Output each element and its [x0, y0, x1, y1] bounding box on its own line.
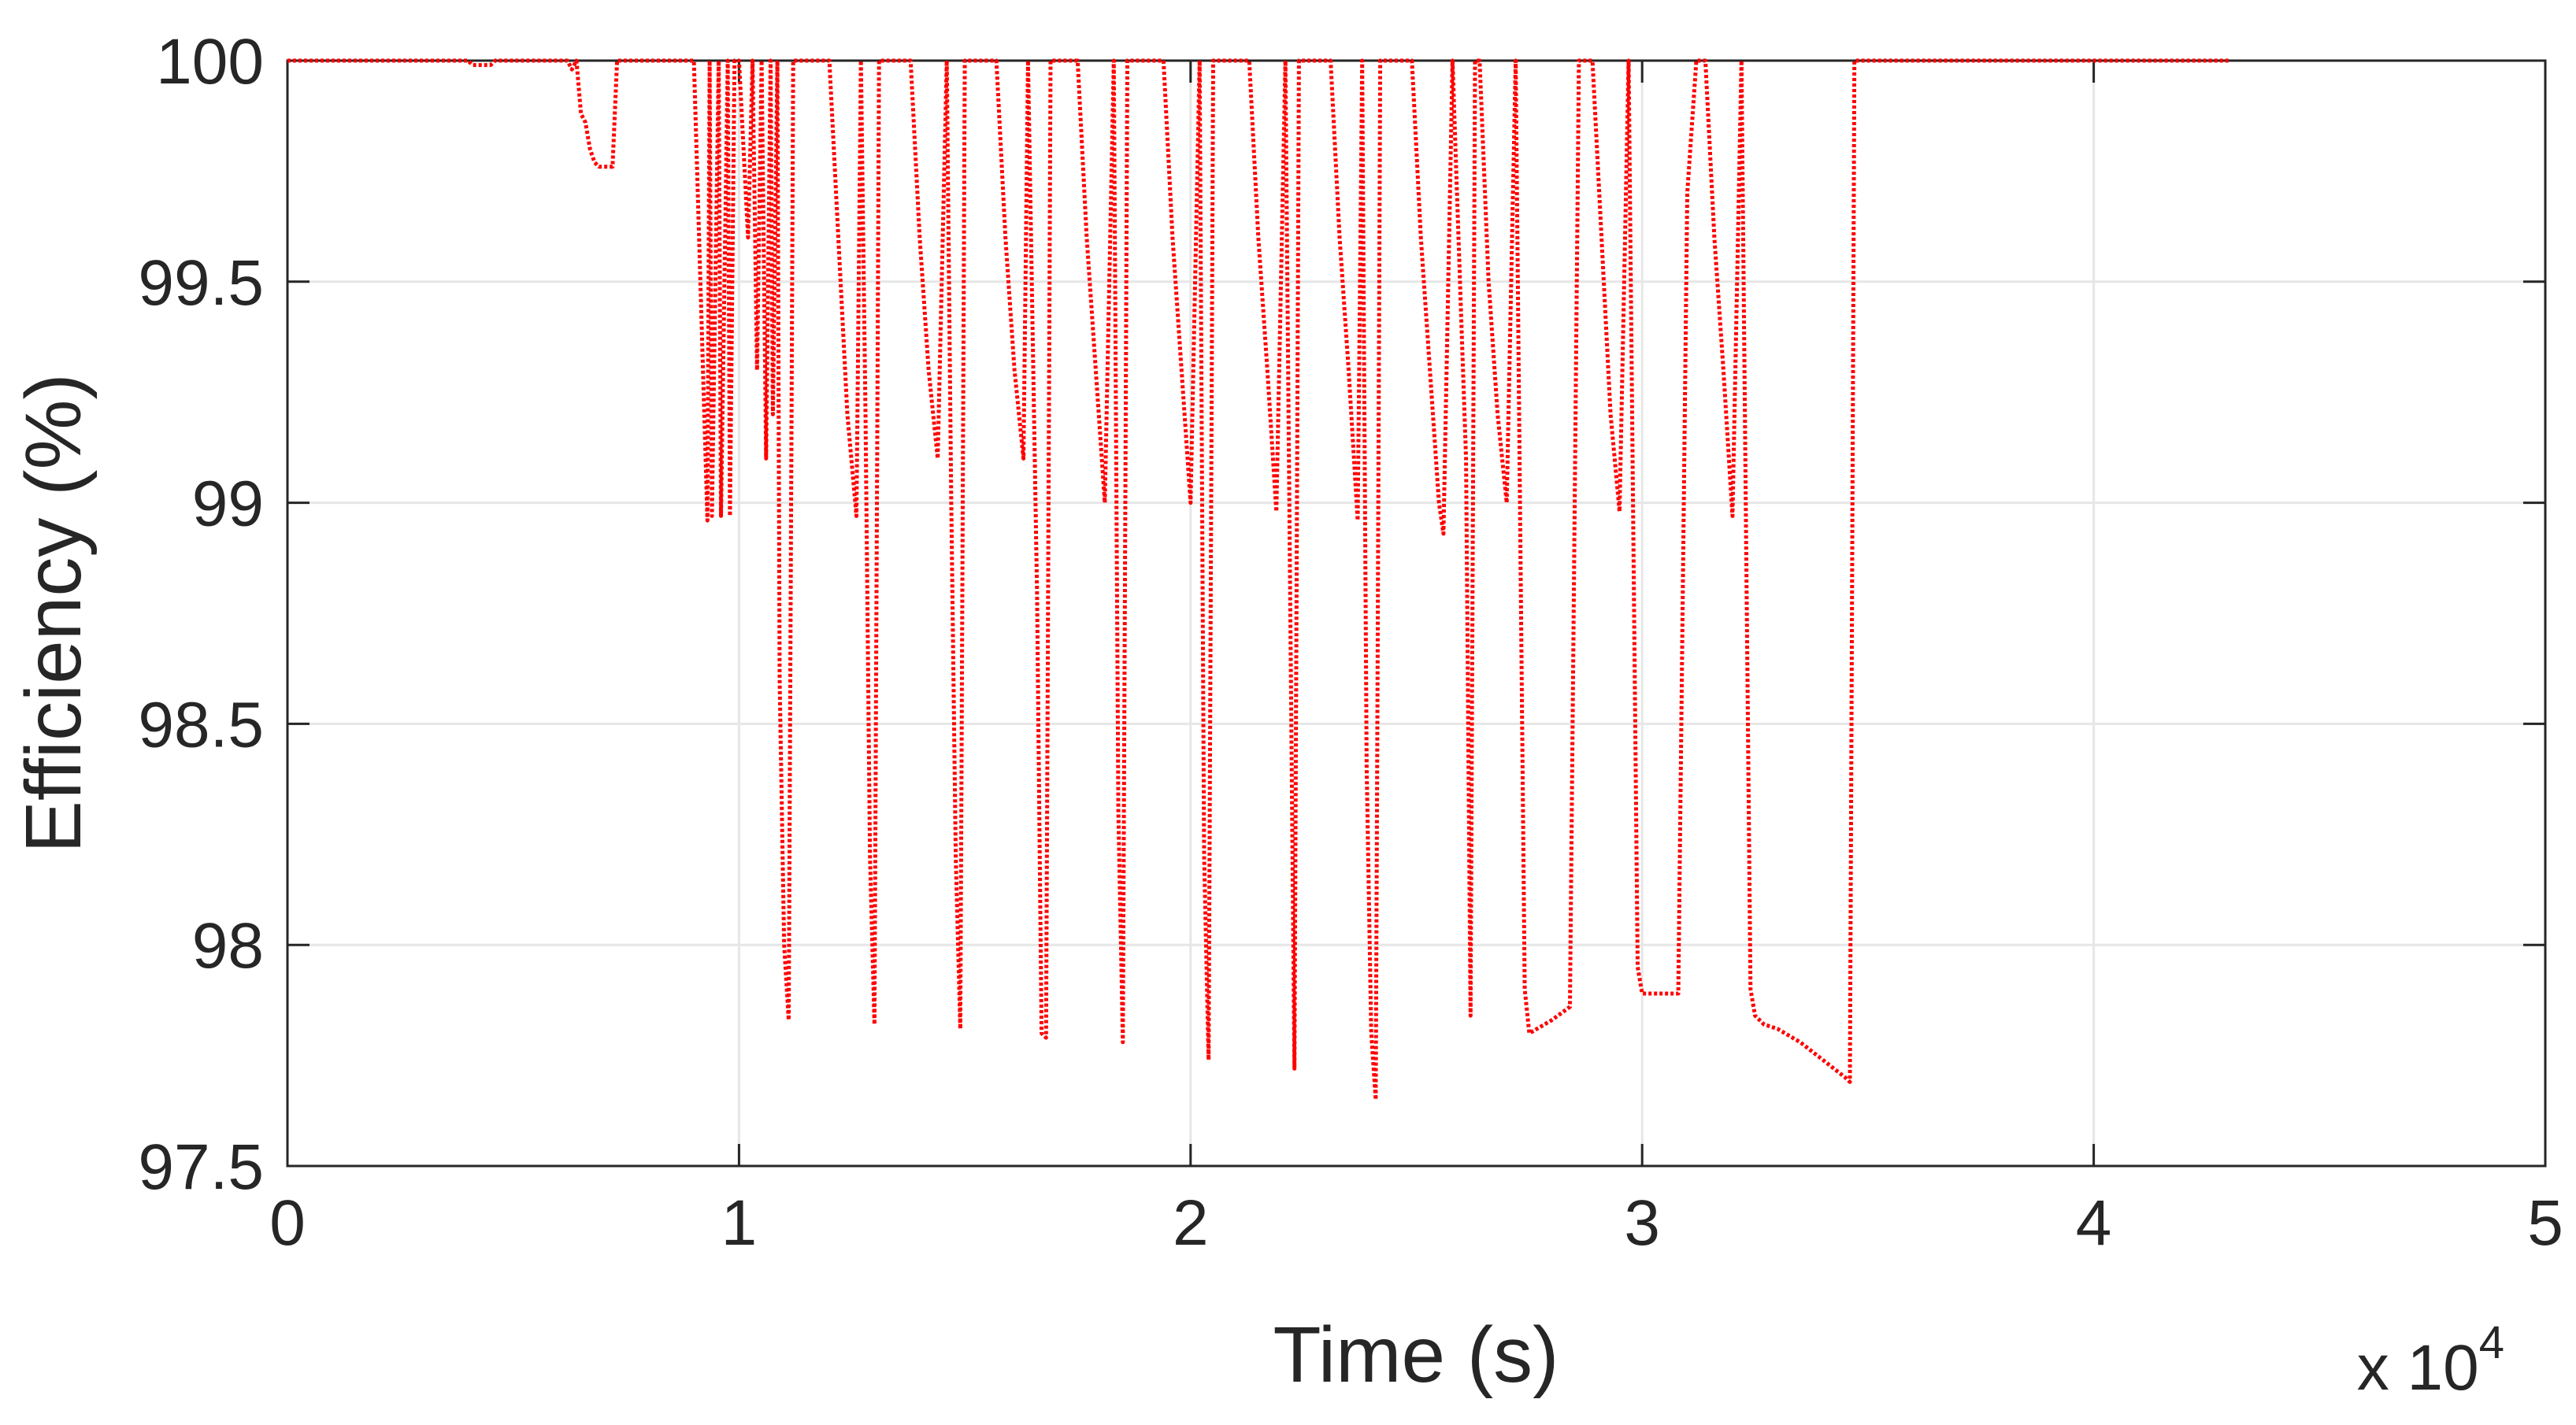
y-tick-label: 98 [192, 910, 264, 982]
y-tick-label: 99 [192, 468, 264, 540]
y-tick-label: 97.5 [138, 1131, 264, 1203]
x-axis-exponent-power: 4 [2479, 1317, 2504, 1368]
plot-area-frame [286, 59, 2547, 1168]
x-axis-exponent: x 104 [2357, 1317, 2504, 1404]
efficiency-series-line [287, 58, 2229, 1102]
y-tick-label: 99.5 [138, 247, 264, 319]
y-axis-title: Efficiency (%) [9, 373, 98, 853]
series-layer [287, 58, 2229, 1102]
x-axis-exponent-base: x 10 [2357, 1332, 2479, 1404]
x-tick-label: 2 [1173, 1187, 1209, 1259]
x-axis-title: Time (s) [1273, 1311, 1559, 1399]
x-tick-label: 3 [1624, 1187, 1660, 1259]
x-tick-label: 1 [721, 1187, 758, 1259]
y-tick-labels: 97.5 98 98.5 99 99.5 100 [138, 26, 264, 1203]
y-tick-label: 98.5 [138, 689, 264, 761]
x-tick-label: 5 [2527, 1187, 2563, 1259]
x-tick-label: 4 [2076, 1187, 2112, 1259]
x-tick-labels: 0 1 2 3 4 5 [269, 1187, 2563, 1259]
y-tick-label: 100 [156, 26, 264, 98]
x-tick-label: 0 [269, 1187, 306, 1259]
